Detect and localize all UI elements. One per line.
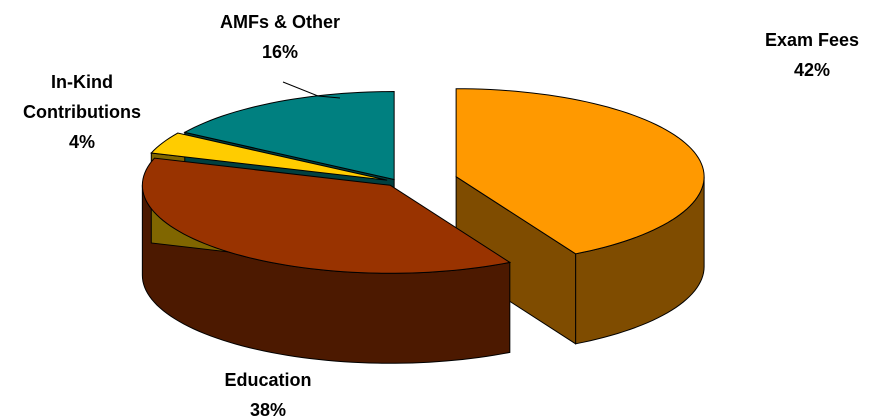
slice-percent-exam-fees: 42%: [794, 60, 830, 80]
slice-label-education: Education: [224, 370, 311, 390]
slice-percent-in-kind-contributions: 4%: [69, 132, 95, 152]
slice-education: [141, 157, 512, 274]
slice-label-exam-fees: Exam Fees: [765, 30, 859, 50]
leader-line-amfs: [282, 81, 341, 99]
slice-label-in-kind-contributions: In-Kind: [51, 72, 113, 92]
slice-label-amfs-other: AMFs & Other: [220, 12, 340, 32]
slice-exam-fees: [455, 88, 705, 255]
slice-labels: Exam Fees 42% Education 38% In-Kind Contribut…: [23, 12, 859, 416]
slice-percent-education: 38%: [250, 400, 286, 416]
slice-percent-amfs-other: 16%: [262, 42, 298, 62]
slice-in-kind-contributions: [150, 132, 388, 181]
slice-amfs-other: [183, 91, 395, 181]
slice-tops: [141, 88, 705, 274]
slice-label-in-kind-contributions: Contributions: [23, 102, 141, 122]
